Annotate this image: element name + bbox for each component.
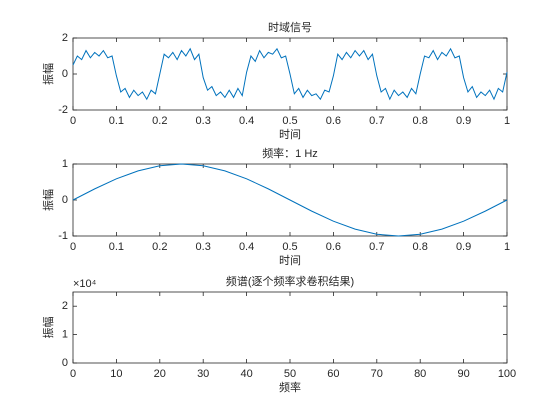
x-axis-label: 时间	[279, 128, 301, 141]
y-tick-label: -2	[58, 104, 68, 116]
x-tick-label: 0.4	[239, 241, 254, 253]
x-tick-label: 0.5	[282, 241, 297, 253]
y-tick-label: 0	[62, 357, 68, 369]
x-tick-label: 0.4	[239, 115, 254, 127]
x-axis-label: 时间	[279, 254, 301, 267]
y-tick-label: 2	[62, 32, 68, 44]
y-tick-label: 2	[62, 300, 68, 312]
x-tick-label: 0.7	[369, 115, 384, 127]
x-tick-label: 0.6	[326, 115, 341, 127]
x-tick-label: 30	[197, 368, 209, 380]
x-tick-label: 1	[504, 241, 510, 253]
x-tick-label: 0.1	[109, 241, 124, 253]
y-axis-label: 振幅	[41, 63, 55, 85]
x-tick-label: 90	[457, 368, 469, 380]
x-tick-label: 0.3	[196, 241, 211, 253]
line	[72, 47, 508, 101]
x-tick-label: 0.9	[456, 241, 471, 253]
x-tick-label: 0.6	[326, 241, 341, 253]
y-tick-label: 1	[62, 158, 68, 170]
x-tick-label: 10	[110, 368, 122, 380]
x-tick-label: 0	[70, 115, 76, 127]
x-tick-label: 0.1	[109, 115, 124, 127]
x-tick-label: 40	[240, 368, 252, 380]
x-tick-label: 0.2	[152, 241, 167, 253]
line	[72, 163, 508, 237]
x-tick-label: 0.7	[369, 241, 384, 253]
x-tick-label: 60	[327, 368, 339, 380]
x-tick-label: 0.2	[152, 115, 167, 127]
y-tick-label: 0	[62, 68, 68, 80]
y-exponent: ×10⁴	[73, 278, 97, 290]
x-tick-label: 0.9	[456, 115, 471, 127]
x-tick-label: 80	[414, 368, 426, 380]
chart-title: 频率：1 Hz	[262, 146, 318, 160]
x-tick-label: 100	[498, 368, 516, 380]
axes-box	[72, 291, 508, 364]
y-axis-label: 振幅	[41, 317, 55, 339]
y-tick-label: 0	[62, 194, 68, 206]
x-axis-label: 频率	[279, 380, 301, 394]
x-tick-label: 20	[154, 368, 166, 380]
x-tick-label: 0	[70, 241, 76, 253]
x-tick-label: 0.3	[196, 115, 211, 127]
x-tick-label: 70	[371, 368, 383, 380]
x-tick-label: 0	[70, 368, 76, 380]
x-tick-label: 0.8	[413, 115, 428, 127]
chart-title: 时域信号	[268, 21, 312, 34]
x-tick-label: 1	[504, 115, 510, 127]
y-tick-label: -1	[58, 230, 68, 242]
x-tick-label: 50	[284, 368, 296, 380]
x-tick-label: 0.8	[413, 241, 428, 253]
x-tick-label: 0.5	[282, 115, 297, 127]
y-axis-label: 振幅	[41, 189, 55, 211]
y-tick-label: 1	[62, 329, 68, 341]
chart-title: 频谱(逐个频率求卷积结果)	[226, 274, 354, 288]
